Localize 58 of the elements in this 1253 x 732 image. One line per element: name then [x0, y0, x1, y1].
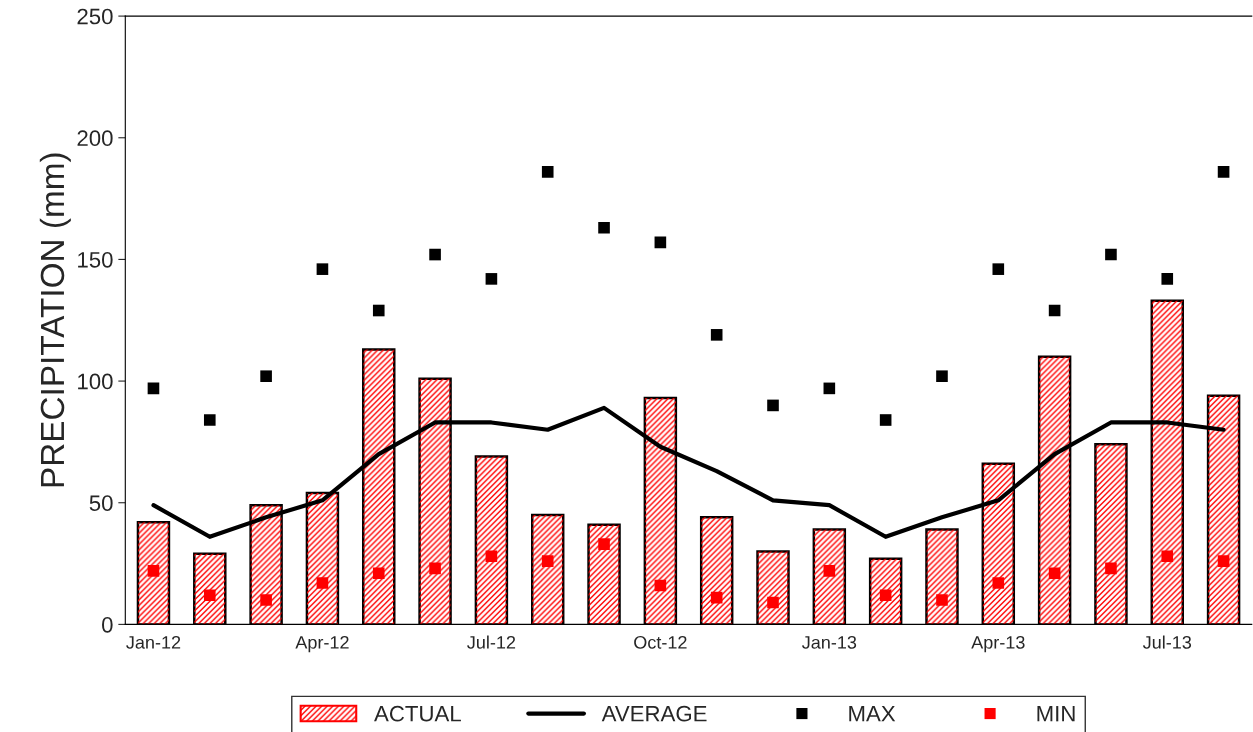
point [541, 166, 554, 178]
y-tick-label: 250 [77, 8, 113, 25]
point [767, 596, 779, 609]
point [1217, 166, 1230, 178]
legend-label: MAX [849, 706, 896, 722]
point [429, 248, 441, 261]
point [710, 329, 723, 341]
point [1217, 555, 1230, 567]
point [203, 589, 216, 602]
point [598, 538, 610, 550]
point [598, 221, 610, 234]
point [485, 550, 498, 563]
point [372, 567, 385, 580]
y-tick-label: 100 [78, 373, 113, 390]
point [823, 565, 836, 577]
x-tick-label: Jan-13 [802, 635, 857, 649]
x-tick-label: Jul-13 [1142, 635, 1192, 649]
legend-label: MIN [1037, 706, 1075, 722]
point [654, 236, 667, 249]
point [710, 591, 723, 604]
point [823, 382, 836, 395]
point [1161, 550, 1174, 563]
y-tick-label: 150 [78, 251, 113, 268]
point [879, 414, 892, 426]
point [936, 594, 948, 606]
point [1105, 248, 1117, 261]
x-tick-label: Oct-12 [634, 635, 687, 649]
point [654, 579, 667, 592]
point [260, 594, 272, 606]
x-tick-label: Apr-13 [971, 635, 1025, 653]
point [1048, 304, 1061, 317]
point [147, 565, 160, 577]
point [316, 577, 329, 589]
x-tick-label: Apr-12 [295, 635, 349, 653]
point [260, 370, 272, 383]
y-tick-label: 50 [89, 495, 113, 512]
point [429, 562, 441, 575]
point [1161, 273, 1174, 285]
legend-label: AVERAGE [601, 705, 707, 722]
point [879, 589, 892, 602]
y-tick-label: 0 [102, 616, 113, 633]
point [316, 263, 329, 275]
y-axis-title: PRECIPITATION (mm) [39, 153, 71, 487]
x-tick-label: Jul-12 [467, 635, 516, 649]
point [203, 414, 216, 426]
point [936, 370, 948, 383]
point [1105, 562, 1117, 575]
point [767, 399, 779, 412]
x-tick-label: Jan-12 [126, 635, 181, 649]
point [541, 555, 554, 567]
point [1048, 567, 1061, 580]
point [992, 577, 1005, 589]
point [372, 304, 385, 317]
point [147, 382, 160, 395]
legend-label: ACTUAL [374, 705, 461, 722]
y-tick-label: 200 [77, 130, 113, 147]
point [485, 273, 498, 285]
point [992, 263, 1005, 275]
